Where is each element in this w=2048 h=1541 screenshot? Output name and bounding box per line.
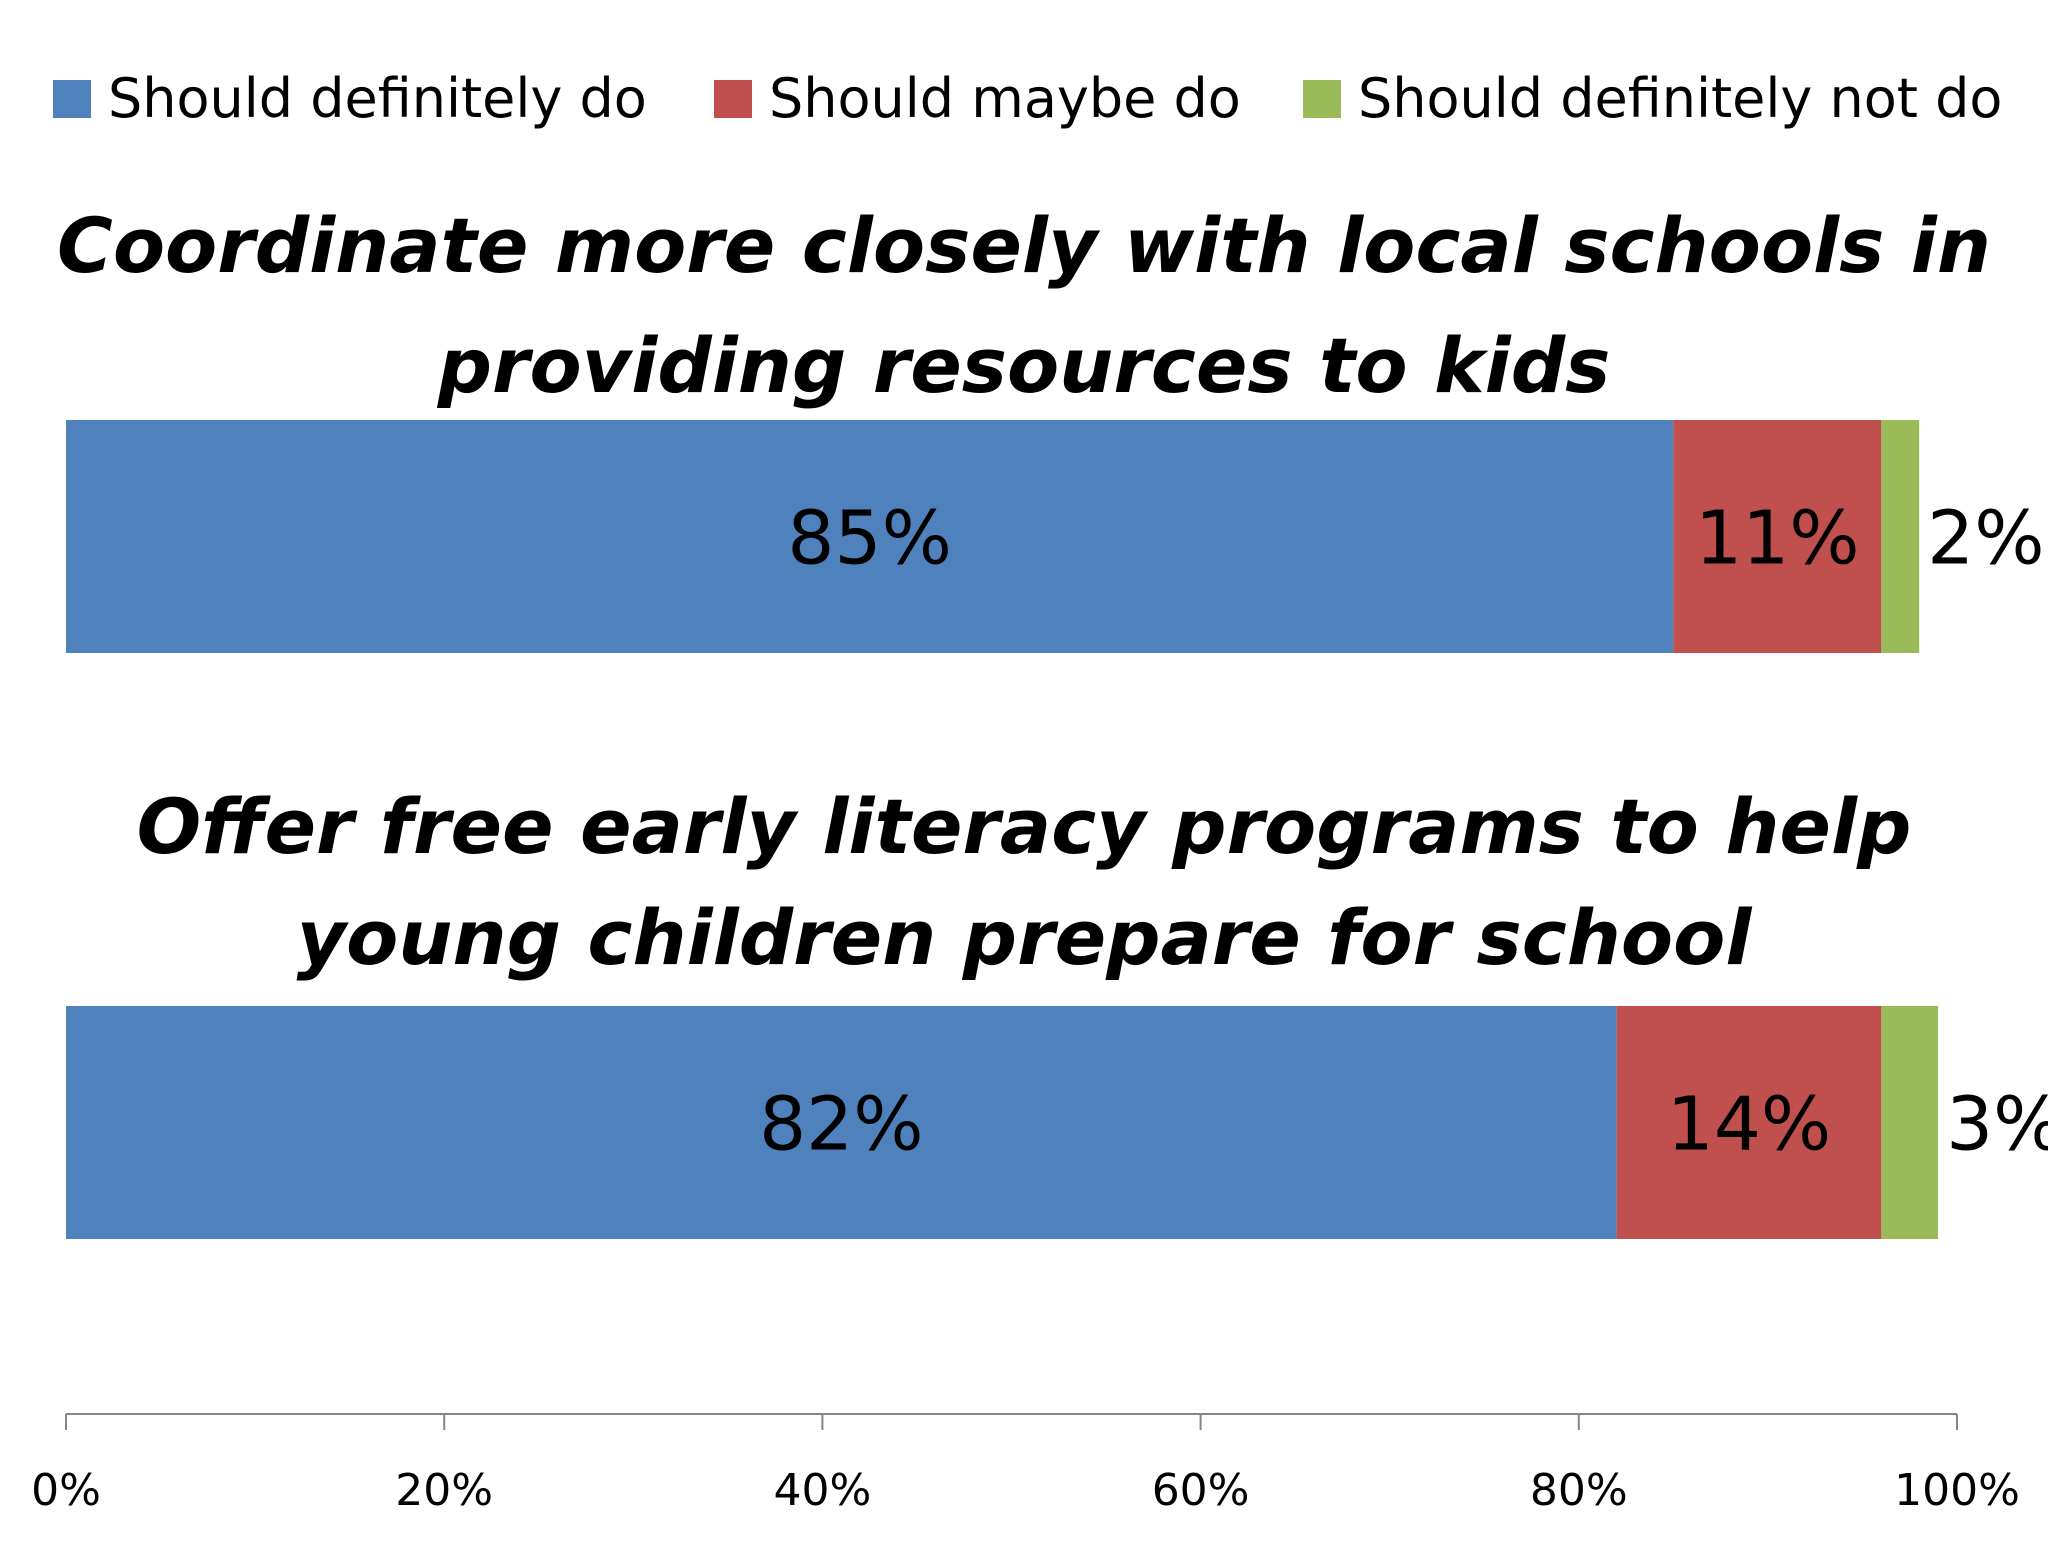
x-tick-label: 100% (1894, 1465, 2020, 1516)
x-tick-label: 20% (395, 1465, 493, 1516)
legend-swatch (1303, 80, 1341, 118)
legend-swatch (714, 80, 752, 118)
x-tick-label: 80% (1530, 1465, 1628, 1516)
bar-segment (1881, 420, 1920, 653)
bar-segment (1881, 1006, 1939, 1239)
bar-title-line: providing resources to kids (437, 321, 1611, 410)
bar-value-label: 14% (1667, 1082, 1831, 1168)
legend-label: Should maybe do (769, 67, 1241, 130)
bar-value-label: 82% (759, 1082, 923, 1168)
bar-segment (66, 420, 1674, 653)
bar-value-label: 85% (787, 496, 951, 582)
x-tick-label: 60% (1152, 1465, 1250, 1516)
bar-segment (1673, 420, 1882, 653)
bar-title-line: Coordinate more closely with local schoo… (57, 201, 1991, 290)
bar-title-line: young children prepare for school (297, 893, 1753, 982)
bar-value-label: 3% (1946, 1082, 2048, 1168)
bar-segment (66, 1006, 1617, 1239)
legend-label: Should definitely do (108, 67, 647, 130)
bar-segment (1616, 1006, 1882, 1239)
bar-title-line: Offer free early literacy programs to he… (137, 782, 1912, 871)
legend-label: Should definitely not do (1358, 67, 2002, 130)
x-tick-label: 0% (31, 1465, 101, 1516)
bar-value-label: 2% (1927, 496, 2044, 582)
x-tick-label: 40% (774, 1465, 872, 1516)
bar-value-label: 11% (1695, 496, 1859, 582)
legend-swatch (53, 80, 91, 118)
